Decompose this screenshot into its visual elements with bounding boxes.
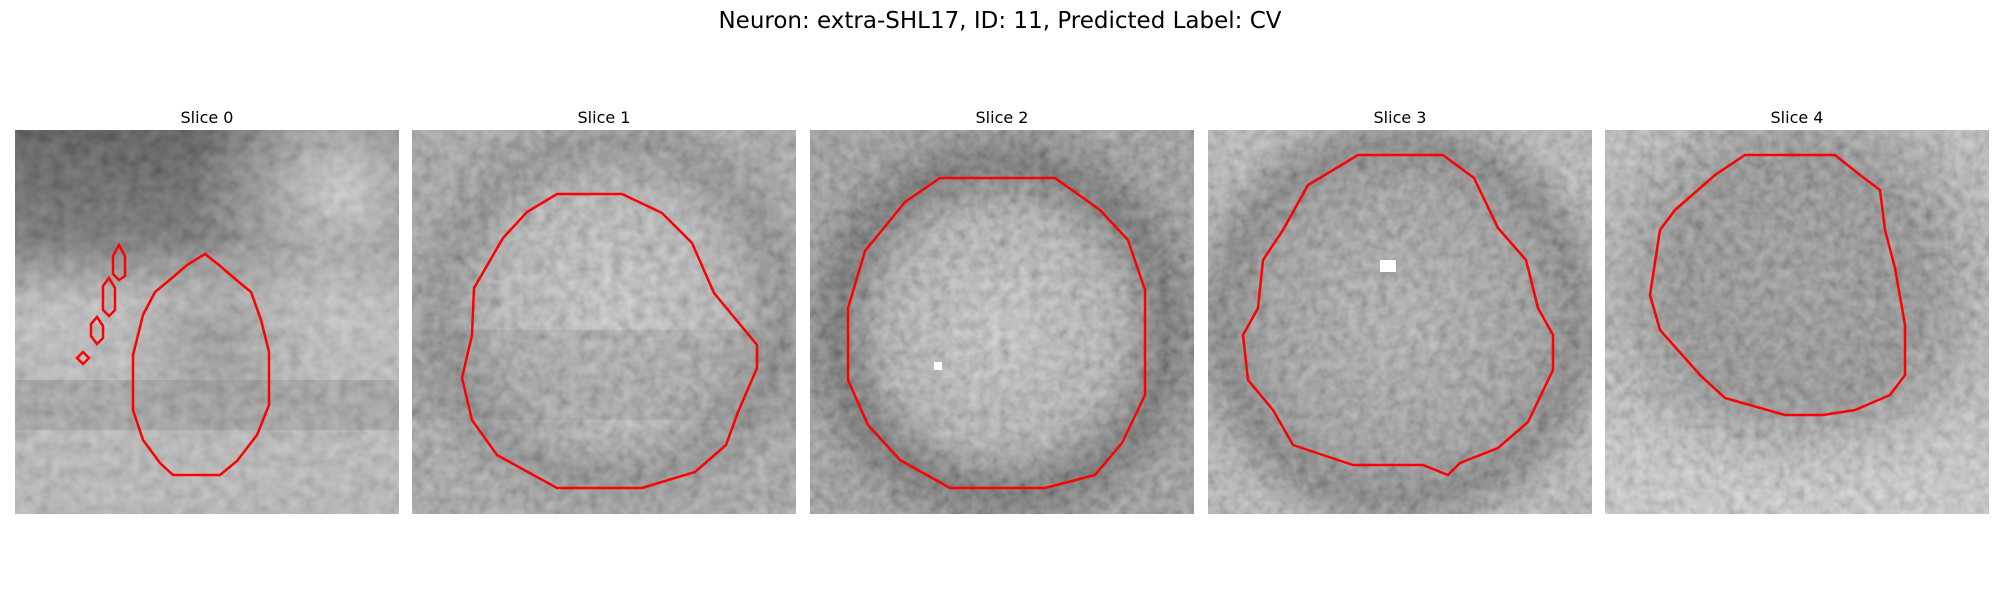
cell-contour-4 <box>1648 153 1907 417</box>
figure-title: Neuron: extra-SHL17, ID: 11, Predicted L… <box>718 8 1282 34</box>
slice-panel-1: Slice 1 <box>412 106 796 514</box>
slice-image-3 <box>1208 130 1592 514</box>
slice-title-1: Slice 1 <box>577 108 631 127</box>
cell-contour-3 <box>1241 153 1555 477</box>
slice-panel-0: Slice 0 <box>15 106 399 514</box>
slice-panel-3: Slice 3 <box>1208 106 1592 514</box>
cell-contour-2 <box>846 176 1147 490</box>
slice-image-2 <box>810 130 1194 514</box>
artifact-contour-0d <box>75 350 91 366</box>
slice-image-1 <box>412 130 796 514</box>
slice-title-2: Slice 2 <box>975 108 1029 127</box>
cell-contour-1 <box>460 192 759 490</box>
slice-title-4: Slice 4 <box>1770 108 1824 127</box>
artifact-contour-0b <box>101 275 117 318</box>
slice-title-0: Slice 0 <box>180 108 234 127</box>
slice-panel-4: Slice 4 <box>1605 106 1989 514</box>
artifact-contour-0c <box>89 314 105 346</box>
slice-panel-2: Slice 2 <box>810 106 1194 514</box>
slice-title-3: Slice 3 <box>1373 108 1427 127</box>
artifact-contour-0a <box>111 242 127 282</box>
slice-image-0 <box>15 130 399 514</box>
cell-contour-0 <box>131 252 271 477</box>
slice-image-4 <box>1605 130 1989 514</box>
